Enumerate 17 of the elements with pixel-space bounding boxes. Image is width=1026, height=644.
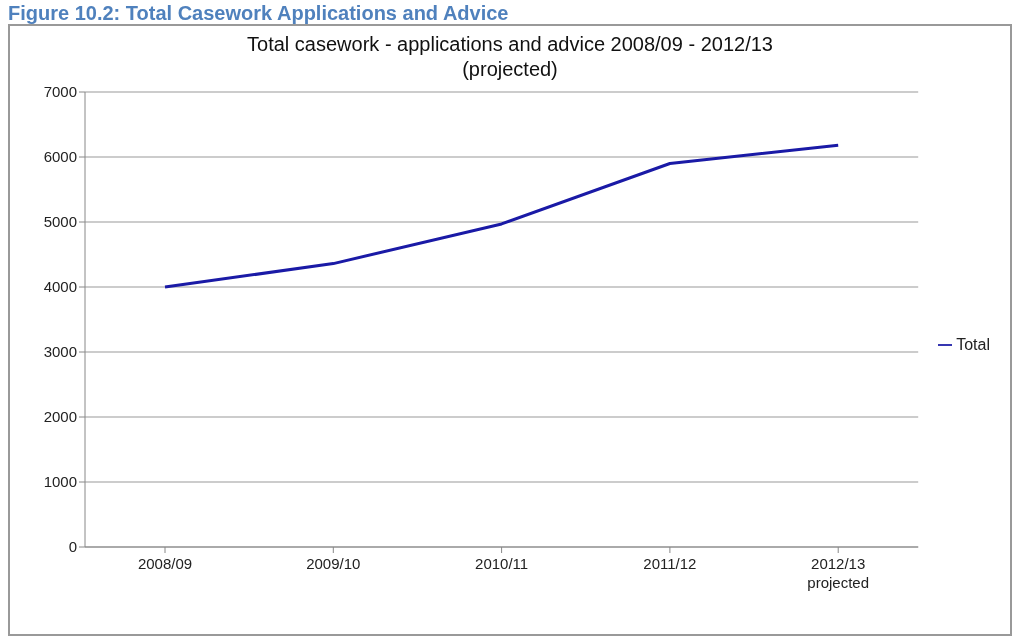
x-tick-label: 2012/13 projected (807, 555, 870, 591)
legend-label: Total (956, 335, 990, 353)
y-tick-label: 7000 (43, 83, 77, 101)
x-tick-label: 2009/10 (306, 555, 361, 572)
chart-title: Total casework - applications and advice 2008/09 - 2012/13 (projected) (246, 32, 774, 82)
y-tick-label: 0 (68, 538, 77, 556)
line-series (163, 143, 840, 289)
caption: Figure 10.2: Total Casework Applications and Advice (8, 2, 510, 24)
y-tick-label: 2000 (43, 408, 77, 426)
x-tick-label: 2008/09 (137, 555, 193, 572)
y-tick-label: 1000 (43, 473, 77, 491)
y-tick-label: 5000 (43, 213, 77, 231)
x-tick-label: 2011/12 (643, 555, 697, 572)
y-tick-label: 4000 (43, 278, 77, 296)
y-tick-label: 3000 (43, 343, 77, 361)
y-tick-label: 6000 (43, 148, 77, 166)
x-tick-label: 2010/11 (475, 555, 529, 572)
